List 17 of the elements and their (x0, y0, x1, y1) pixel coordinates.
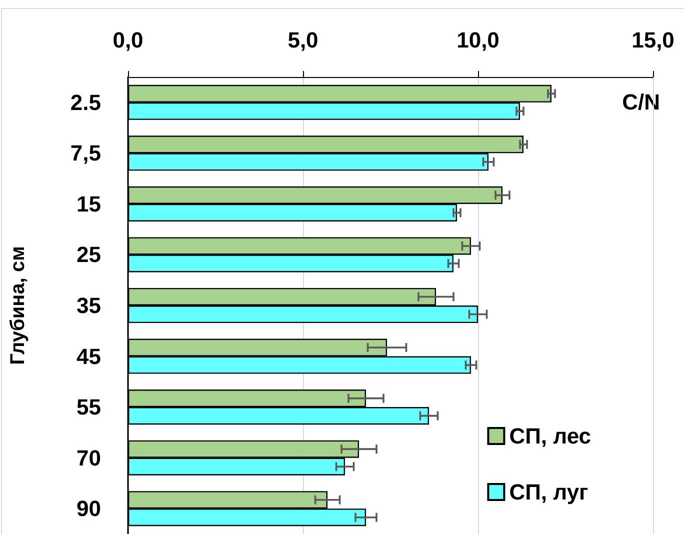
annotation: C/N (622, 90, 660, 114)
x-tick-label: 10,0 (456, 28, 500, 52)
x-tick-label: 5,0 (288, 28, 318, 52)
x-tick-label: 0,0 (112, 28, 144, 52)
y-tick-label: 15 (76, 191, 101, 216)
legend-label: СП, лес (509, 424, 592, 448)
y-tick-label: 45 (76, 344, 101, 369)
y-tick-label: 35 (76, 293, 101, 318)
legend-label: СП, луг (509, 480, 588, 504)
y-axis-title: Глубина, см (7, 246, 29, 365)
y-tick-label: 90 (76, 496, 101, 522)
y-tick-label: 25 (76, 242, 101, 268)
y-tick-label: 7,5 (70, 140, 101, 166)
y-tick-label: 70 (76, 445, 101, 470)
y-tick-label: 2.5 (70, 90, 101, 115)
x-tick-label: 15,0 (632, 28, 674, 52)
y-tick-label: 55 (76, 394, 101, 420)
